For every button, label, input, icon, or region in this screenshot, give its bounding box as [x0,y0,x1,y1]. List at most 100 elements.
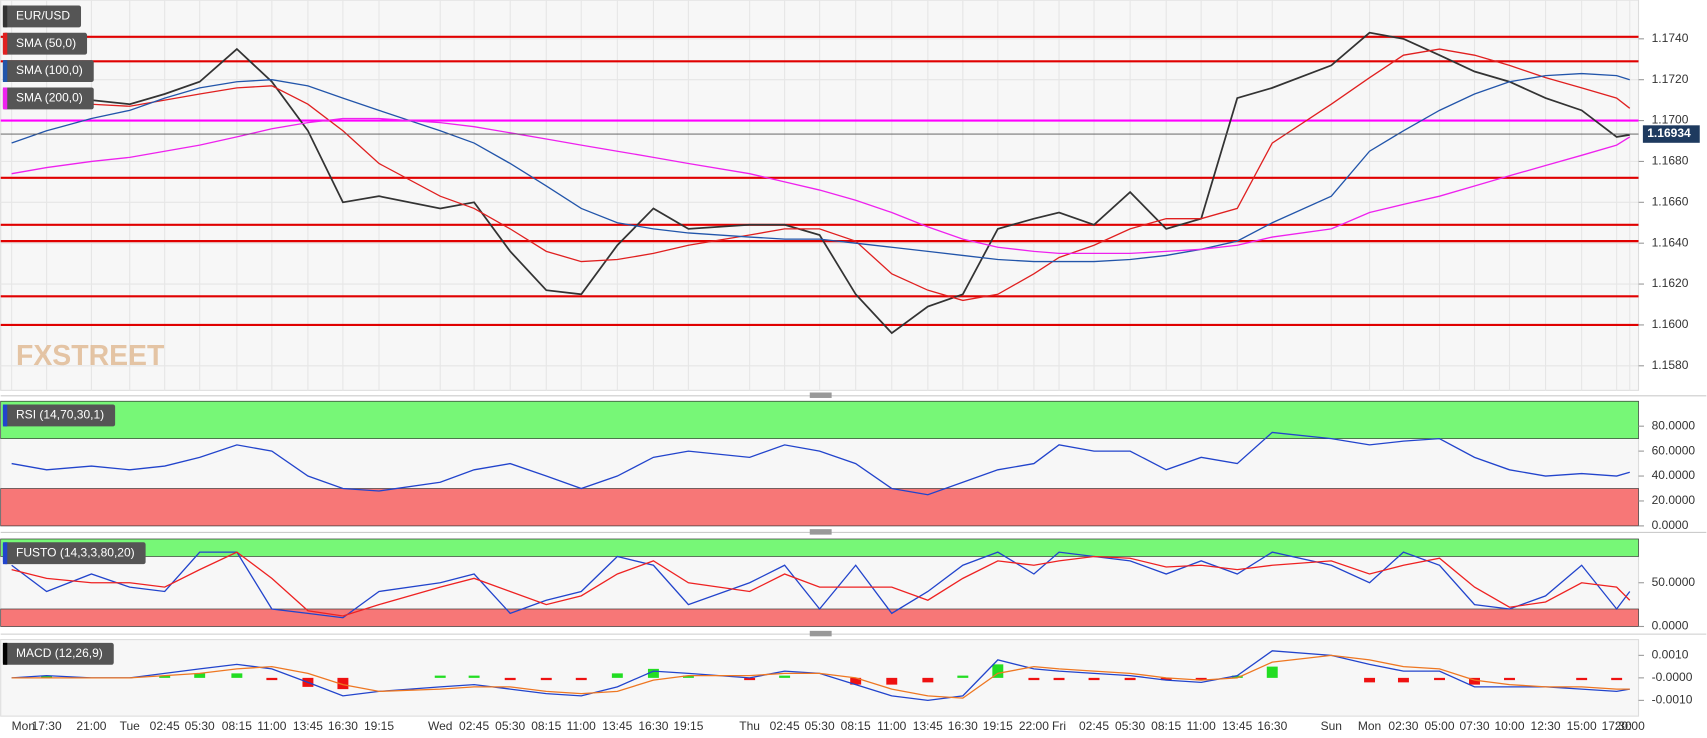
histogram-bar [1434,677,1445,681]
histogram-bar [682,675,694,678]
x-tick-label: Mon [1358,719,1381,733]
x-tick-label: 20:00 [1615,719,1645,733]
y-tick-label: -0.0000 [1652,670,1693,684]
legend-item: MACD (12,26,9) [2,642,114,665]
x-tick-label: 08:15 [531,719,561,733]
x-tick-label: 16:30 [638,719,668,733]
histogram-bar [1124,677,1136,681]
legend-swatch [2,87,8,110]
histogram-bar [434,675,446,678]
histogram-bar [957,675,969,678]
x-tick-label: 13:45 [913,719,943,733]
histogram-bar [611,673,623,678]
x-tick-label: 16:30 [1257,719,1287,733]
x-tick-label: 05:30 [185,719,215,733]
x-tick-label: 17:30 [32,719,62,733]
series-line [11,431,1630,496]
x-tick-label: 16:30 [948,719,978,733]
x-tick-label: 11:00 [877,719,906,733]
legend-label: EUR/USD [16,9,70,23]
x-tick-label: 12:30 [1531,719,1561,733]
legend-swatch [2,60,8,82]
x-tick-label: 22:00 [1019,719,1049,733]
x-tick-label: 02:45 [150,719,180,733]
series-line [11,48,1631,302]
x-tick-label: 19:15 [364,719,394,733]
series-line [11,551,1631,619]
x-tick-label: 13:45 [1222,719,1252,733]
y-tick-label: 40.0000 [1652,468,1696,482]
x-tick-label: 10:00 [1494,719,1524,733]
y-tick-label: 1.1720 [1652,72,1689,86]
y-tick-label: 20.0000 [1652,493,1696,507]
legend-box [2,404,116,427]
x-tick-label: 08:15 [841,719,871,733]
legend-label: MACD (12,26,9) [16,646,103,660]
y-tick-label: 1.1660 [1652,194,1689,208]
x-tick-label: 05:00 [1424,719,1454,733]
legend-label: RSI (14,70,30,1) [16,408,104,422]
legend-label: FUSTO (14,3,3,80,20) [16,545,135,559]
histogram-bar [779,675,791,678]
last-price-label: 1.16934 [1647,126,1691,140]
legend-box [2,642,114,665]
histogram-bar [1364,677,1376,683]
x-tick-label: 05:30 [1115,719,1145,733]
band [0,538,1639,557]
y-tick-label: 1.1640 [1652,235,1689,249]
y-tick-label: 1.1600 [1652,317,1689,331]
histogram-bar [992,664,1004,678]
histogram-bar [886,677,898,685]
x-tick-label: 02:45 [770,719,800,733]
x-tick-label: 21:00 [76,719,106,733]
histogram-bar [1266,666,1278,678]
legend-swatch [2,5,8,28]
band [0,400,1639,439]
legend-label: SMA (50,0) [16,36,76,50]
legend-box [2,87,94,110]
x-tick-label: 05:30 [805,719,835,733]
legend-swatch [2,32,8,55]
y-tick-label: 0.0010 [1652,648,1689,662]
histogram-bar [231,673,243,678]
x-tick-label: 19:15 [673,719,703,733]
x-tick-label: 07:30 [1459,719,1489,733]
histogram-bar [337,677,349,690]
series-line [11,654,1630,699]
histogram-bar [468,675,480,678]
histogram-bar [744,677,756,681]
y-tick-label: 80.0000 [1652,418,1696,432]
legend-item: EUR/USD [2,5,82,28]
histogram-bar [1397,677,1409,683]
legend-box [2,542,146,565]
x-tick-label: 15:00 [1567,719,1597,733]
histogram-bar [922,677,934,683]
y-tick-label: 50.0000 [1652,575,1696,589]
x-tick-label: Fri [1052,719,1066,733]
x-tick-label: 13:45 [602,719,632,733]
x-tick-label: 11:00 [1187,719,1216,733]
legend-label: SMA (200,0) [16,91,83,105]
legend-swatch [2,642,8,665]
legend-box [2,60,94,82]
y-tick-label: 1.1680 [1652,154,1689,168]
x-tick-label: 11:00 [257,719,286,733]
legend-swatch [2,542,8,565]
histogram-bar [159,675,171,678]
histogram-bar [194,673,206,678]
y-tick-label: 1.1700 [1652,113,1689,127]
legend-item: RSI (14,70,30,1) [2,404,116,427]
histogram-bar [850,677,862,685]
x-tick-label: 08:15 [1151,719,1181,733]
histogram-bar [1088,677,1100,681]
x-tick-label: 02:45 [1079,719,1109,733]
series-line [11,117,1631,255]
legend-box [2,32,88,55]
y-tick-label: 1.1580 [1652,358,1689,372]
histogram-bar [1160,677,1172,681]
legend-item: SMA (200,0) [2,87,94,110]
histogram-bar [1195,677,1207,681]
x-tick-label: 05:30 [495,719,525,733]
